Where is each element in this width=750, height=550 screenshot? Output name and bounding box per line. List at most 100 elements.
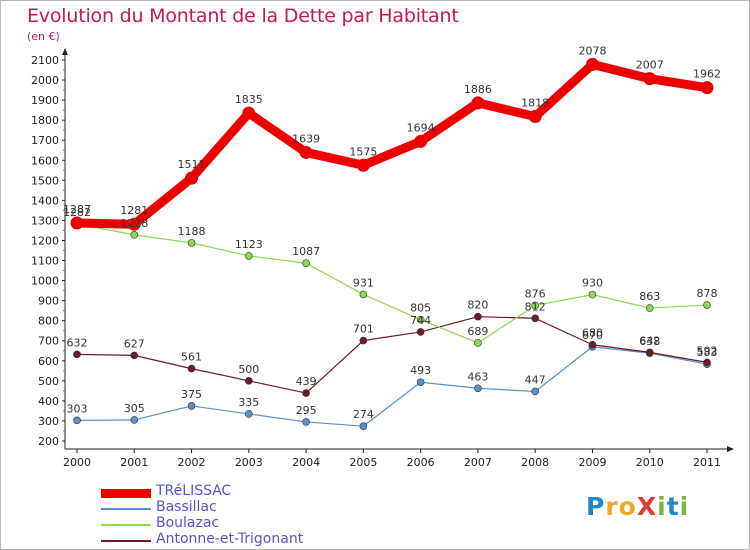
logo-letter: P (586, 492, 606, 521)
y-tick-label: 1200 (31, 234, 59, 247)
y-tick-label: 1100 (31, 255, 59, 268)
x-tick-label: 2000 (63, 456, 91, 469)
data-label: 305 (124, 402, 145, 415)
data-label: 689 (467, 325, 488, 338)
x-tick-label: 2001 (120, 456, 148, 469)
legend-label: Boulazac (156, 515, 220, 531)
logo-letter: X (636, 492, 658, 521)
y-tick-label: 900 (38, 295, 59, 308)
legend-label: Bassillac (156, 499, 217, 515)
data-point (73, 416, 81, 425)
y-tick-label: 700 (38, 335, 59, 348)
data-label: 592 (697, 344, 718, 357)
series-line-2 (76, 223, 708, 344)
y-tick-label: 1000 (31, 275, 59, 288)
data-point (187, 402, 196, 410)
data-point (474, 312, 482, 321)
y-tick-label: 2100 (31, 54, 59, 67)
y-tick-label: 300 (38, 415, 59, 428)
data-label: 1281 (120, 204, 148, 217)
x-tick-label: 2008 (521, 456, 549, 469)
x-tick-label: 2002 (178, 456, 206, 469)
y-tick-label: 1600 (31, 154, 59, 167)
y-axis-arrow (62, 48, 68, 55)
data-point (643, 72, 657, 86)
data-point (414, 134, 428, 148)
data-label: 1188 (178, 225, 206, 238)
data-point (359, 422, 368, 430)
data-point (130, 231, 139, 239)
data-label: 447 (525, 373, 546, 386)
data-label: 876 (525, 287, 546, 300)
data-point (528, 110, 542, 124)
logo-letter: r (605, 492, 619, 521)
x-tick-label: 2010 (636, 456, 664, 469)
logo-letter: t (666, 492, 680, 521)
data-point (245, 252, 253, 260)
y-tick-label: 1400 (31, 194, 59, 207)
data-point (416, 378, 425, 387)
data-label: 701 (353, 323, 374, 336)
data-label: 1962 (693, 68, 721, 81)
data-label: 1287 (63, 203, 91, 216)
data-point (585, 57, 599, 71)
logo-letter: i (657, 492, 667, 521)
legend-label: TRéLISSAC (156, 483, 232, 499)
data-point (130, 351, 139, 360)
data-point (70, 216, 84, 230)
data-label: 439 (296, 375, 317, 388)
data-label: 812 (525, 300, 546, 313)
x-tick-label: 2009 (578, 456, 606, 469)
data-label: 1282 (63, 206, 91, 219)
data-label: 274 (353, 408, 374, 421)
data-point (359, 336, 368, 345)
data-label: 627 (124, 337, 145, 350)
data-label: 335 (238, 396, 259, 409)
y-tick-label: 1500 (31, 174, 59, 187)
data-label: 1835 (235, 93, 263, 106)
data-point (302, 259, 310, 267)
data-point (531, 314, 539, 323)
data-point (73, 350, 81, 359)
legend-swatch (101, 540, 151, 542)
data-label: 295 (296, 404, 317, 417)
data-point (416, 328, 425, 336)
data-point (645, 304, 654, 312)
data-label: 638 (639, 335, 660, 348)
data-point (703, 358, 711, 367)
x-tick-label: 2005 (349, 456, 377, 469)
data-point (130, 416, 139, 424)
data-point (474, 384, 482, 393)
y-tick-label: 200 (38, 435, 59, 448)
data-label: 1123 (235, 238, 263, 251)
data-label: 2078 (578, 44, 606, 57)
y-tick-label: 1800 (31, 114, 59, 127)
x-tick-label: 2006 (407, 456, 435, 469)
data-point (127, 217, 141, 231)
data-point (185, 171, 199, 185)
chart-unit-label: (en €) (27, 30, 60, 43)
data-label: 1886 (464, 83, 492, 96)
data-point (356, 158, 370, 172)
data-point (302, 389, 310, 397)
data-point (474, 339, 482, 347)
y-tick-label: 1300 (31, 214, 59, 227)
data-point (588, 340, 597, 349)
data-label: 561 (181, 351, 202, 364)
data-label: 805 (410, 302, 431, 315)
data-label: 878 (697, 287, 718, 300)
data-point (471, 96, 485, 110)
y-tick-label: 500 (38, 375, 59, 388)
data-label: 863 (639, 290, 660, 303)
data-label: 931 (353, 276, 374, 289)
data-label: 493 (410, 364, 431, 377)
data-label: 670 (582, 329, 603, 342)
series-line-0 (72, 59, 712, 229)
data-point (245, 377, 253, 385)
data-point (242, 106, 256, 120)
y-tick-label: 400 (38, 395, 59, 408)
series-line-3 (76, 316, 708, 394)
y-tick-label: 800 (38, 315, 59, 328)
y-tick-label: 600 (38, 355, 59, 368)
